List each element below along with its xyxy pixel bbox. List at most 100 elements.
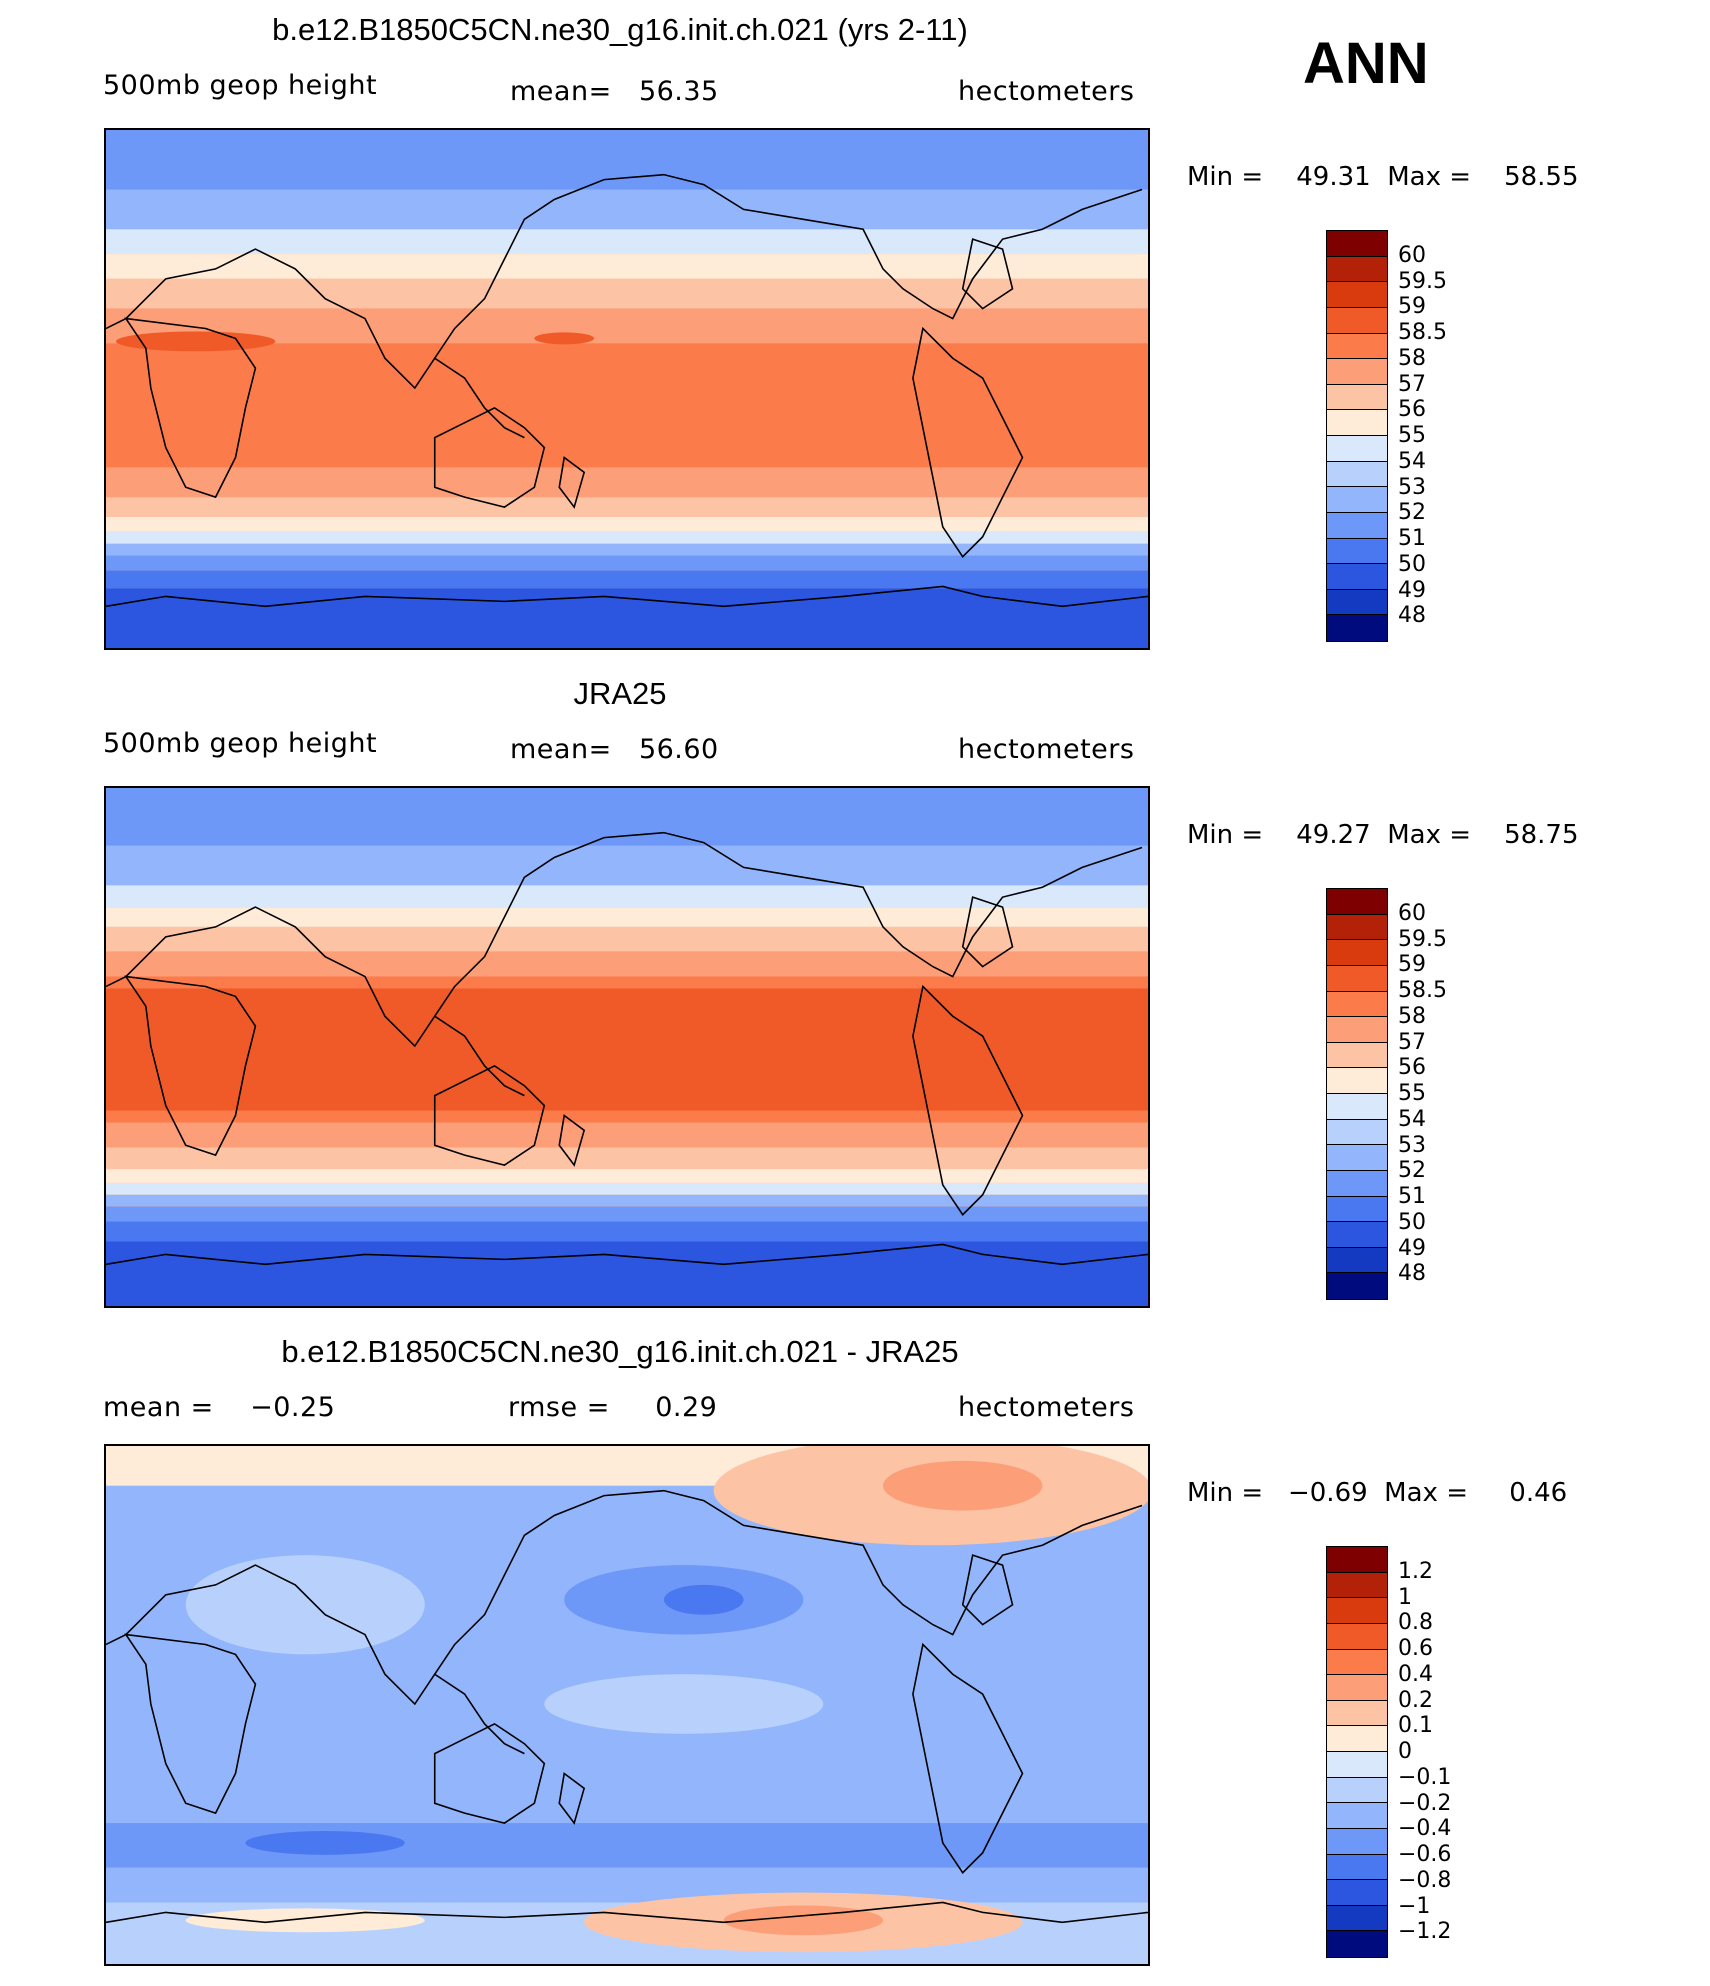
colorbar-tick-label: 57 <box>1398 371 1426 397</box>
colorbar-swatch <box>1327 1649 1387 1676</box>
colorbar-swatch <box>1327 589 1387 616</box>
colorbar-swatch <box>1327 1675 1387 1701</box>
panel2-field-band <box>106 1221 1148 1242</box>
colorbar-tick-label: 48 <box>1398 1261 1426 1287</box>
panel3-field-greenland-max <box>883 1460 1043 1511</box>
colorbar-tick-label: 59.5 <box>1398 926 1447 952</box>
colorbar-swatch <box>1327 538 1387 565</box>
colorbar-swatch <box>1327 615 1387 641</box>
panel2-field-band <box>106 1194 1148 1207</box>
panel2-field-band <box>106 926 1148 952</box>
panel1-variable-label: 500mb geop height <box>103 70 378 101</box>
colorbar-tick-label: 54 <box>1398 1106 1426 1132</box>
colorbar-swatch <box>1327 1623 1387 1650</box>
colorbar-swatch <box>1327 1828 1387 1855</box>
colorbar-tick-label: 52 <box>1398 1158 1426 1184</box>
colorbar-tick-label: 51 <box>1398 526 1426 551</box>
colorbar-swatch <box>1327 1170 1387 1197</box>
panel1-map <box>104 128 1150 650</box>
panel1-field-band <box>106 308 1148 344</box>
colorbar-tick-label: 52 <box>1398 500 1426 526</box>
panel2-field-band <box>106 1182 1148 1195</box>
panel1-field-band <box>106 189 1148 230</box>
colorbar-swatch <box>1327 914 1387 941</box>
panel1-field-band <box>106 229 1148 255</box>
colorbar-tick-label: 58 <box>1398 1003 1426 1029</box>
colorbar-tick-label: 58.5 <box>1398 320 1447 345</box>
colorbar-tick-label: −0.6 <box>1398 1842 1452 1867</box>
panel2-map-svg <box>106 788 1148 1306</box>
panel1-field-band <box>106 555 1148 571</box>
colorbar-swatch <box>1327 1145 1387 1171</box>
panel3-mean-label: mean = −0.25 <box>103 1392 336 1423</box>
colorbar-swatch <box>1327 231 1387 257</box>
panel2-variable-label: 500mb geop height <box>103 728 378 759</box>
panel2-title: JRA25 <box>573 676 667 711</box>
colorbar-tick-label: −0.8 <box>1398 1867 1452 1893</box>
colorbar-tick-label: 0.4 <box>1398 1661 1433 1687</box>
colorbar-tick-label: 0 <box>1398 1739 1412 1764</box>
panel2-field-band <box>106 845 1148 886</box>
colorbar-tick-label: −0.4 <box>1398 1816 1452 1842</box>
colorbar-swatch <box>1327 965 1387 992</box>
panel2-field-band <box>106 976 1148 989</box>
colorbar-swatch <box>1327 1547 1387 1573</box>
colorbar-tick-label: 57 <box>1398 1029 1426 1055</box>
colorbar-tick-label: −1.2 <box>1398 1919 1452 1945</box>
colorbar-tick-label: 59.5 <box>1398 268 1447 294</box>
colorbar-swatch <box>1327 307 1387 334</box>
colorbar-swatch <box>1327 384 1387 411</box>
panel1-field-band <box>106 497 1148 518</box>
colorbar-swatch <box>1327 256 1387 283</box>
panel3-rmse-label: rmse = 0.29 <box>508 1392 718 1423</box>
panel1-field-band <box>106 543 1148 556</box>
panel2-mean-label: mean= 56.60 <box>510 734 719 765</box>
colorbar-tick-label: 56 <box>1398 1055 1426 1081</box>
panel1-field-max <box>534 332 595 345</box>
colorbar-swatch <box>1327 1854 1387 1881</box>
panel3-minmax: Min = −0.69 Max = 0.46 <box>1187 1478 1568 1508</box>
colorbar-swatch <box>1327 1752 1387 1778</box>
panel3-field-southern-min <box>245 1831 405 1855</box>
panel1-units-label: hectometers <box>958 76 1135 107</box>
colorbar-tick-label: 49 <box>1398 1235 1426 1261</box>
colorbar-swatch <box>1327 359 1387 385</box>
colorbar-tick-label: 51 <box>1398 1184 1426 1209</box>
season-label: ANN <box>1303 31 1429 96</box>
colorbar-tick-label: 48 <box>1398 603 1426 629</box>
panel2-field-band <box>106 907 1148 927</box>
panel1-minmax: Min = 49.31 Max = 58.55 <box>1187 162 1579 192</box>
panel3-map <box>104 1444 1150 1966</box>
panel3-field-npacific-min <box>663 1584 744 1615</box>
colorbar-tick-label: −1 <box>1398 1893 1431 1919</box>
panel1-coastlines <box>106 173 1148 608</box>
colorbar-swatch <box>1327 1119 1387 1146</box>
colorbar-swatch <box>1327 1042 1387 1069</box>
colorbar-tick-label: 60 <box>1398 900 1426 926</box>
colorbar-tick-label: 56 <box>1398 397 1426 423</box>
panel3-colorbar <box>1326 1546 1388 1958</box>
colorbar-swatch <box>1327 564 1387 590</box>
panel2-field-band <box>106 1147 1148 1170</box>
panel3-units-label: hectometers <box>958 1392 1135 1423</box>
colorbar-swatch <box>1327 1905 1387 1932</box>
panel1-field-band <box>106 570 1148 589</box>
colorbar-swatch <box>1327 1803 1387 1829</box>
colorbar-tick-label: 60 <box>1398 242 1426 268</box>
colorbar-tick-label: 0.2 <box>1398 1687 1433 1713</box>
colorbar-swatch <box>1327 1726 1387 1752</box>
colorbar-tick-label: 50 <box>1398 551 1426 577</box>
colorbar-swatch <box>1327 1247 1387 1274</box>
panel3-field-band <box>106 1867 1148 1903</box>
panel2-field-band <box>106 1206 1148 1222</box>
colorbar-swatch <box>1327 991 1387 1018</box>
colorbar-tick-label: 58 <box>1398 345 1426 371</box>
panel1-colorbar <box>1326 230 1388 642</box>
colorbar-swatch <box>1327 1880 1387 1906</box>
colorbar-tick-label: 55 <box>1398 423 1426 448</box>
panel1-title: b.e12.B1850C5CN.ne30_g16.init.ch.021 (yr… <box>272 12 968 47</box>
colorbar-swatch <box>1327 410 1387 436</box>
panel3-map-svg <box>106 1446 1148 1964</box>
colorbar-swatch <box>1327 1777 1387 1804</box>
colorbar-swatch <box>1327 940 1387 966</box>
